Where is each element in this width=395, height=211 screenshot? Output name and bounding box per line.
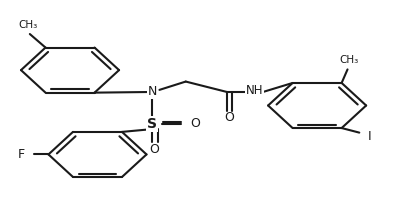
Text: CH₃: CH₃ bbox=[340, 55, 359, 65]
Text: O: O bbox=[190, 117, 200, 130]
Text: S: S bbox=[147, 117, 157, 131]
Text: NH: NH bbox=[246, 84, 263, 97]
Text: I: I bbox=[367, 130, 371, 143]
Text: N: N bbox=[148, 85, 157, 99]
Text: F: F bbox=[18, 148, 25, 161]
Text: O: O bbox=[149, 143, 159, 156]
Text: O: O bbox=[224, 111, 234, 124]
Text: CH₃: CH₃ bbox=[18, 20, 38, 30]
